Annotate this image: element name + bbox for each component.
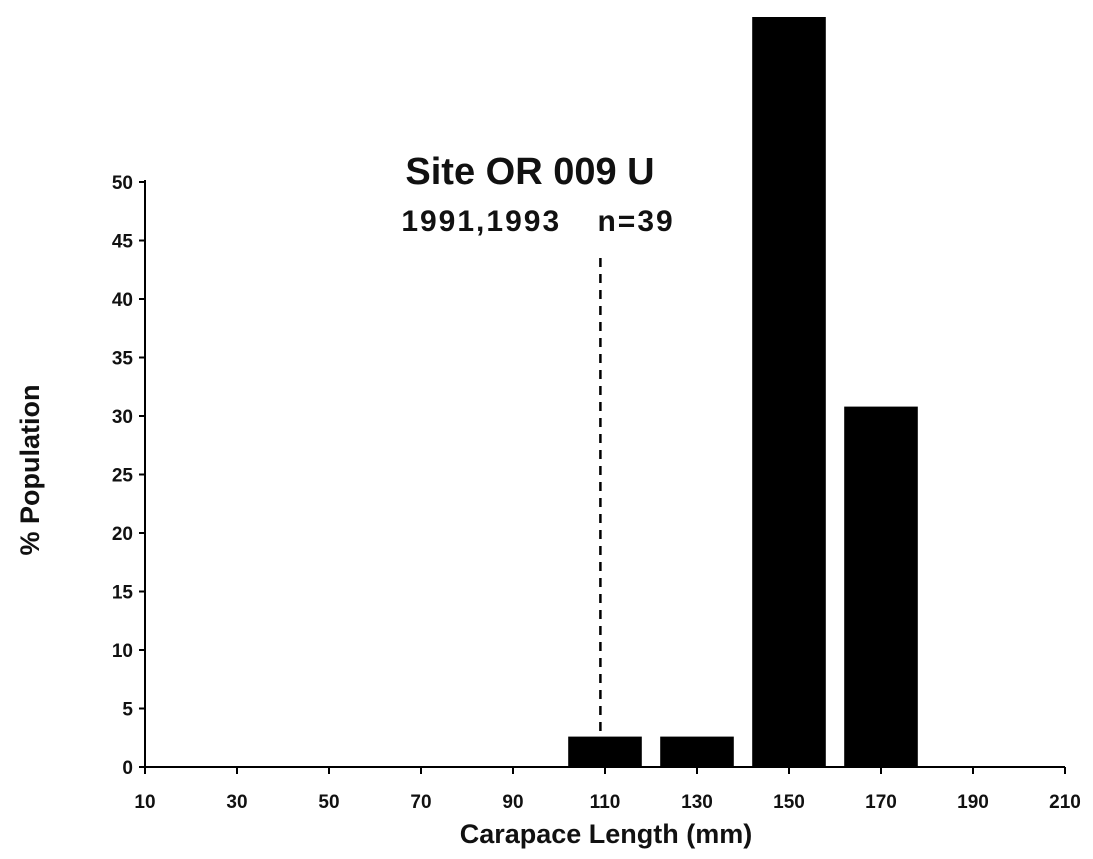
y-axis-title: % Population bbox=[15, 385, 45, 556]
subtitle-count: n=39 bbox=[597, 205, 674, 238]
x-tick-label-170: 170 bbox=[865, 792, 897, 813]
x-tick-label-190: 190 bbox=[957, 792, 989, 813]
x-tick-label-210: 210 bbox=[1049, 792, 1081, 813]
y-tick-label-20: 20 bbox=[112, 524, 133, 545]
y-tick-label-30: 30 bbox=[112, 407, 133, 428]
bars-layer bbox=[568, 17, 918, 767]
x-tick-label-110: 110 bbox=[590, 792, 621, 813]
y-tick-label-15: 15 bbox=[112, 583, 134, 604]
labels-layer: 0 5 10 15 20 25 30 35 40 45 50 10 30 50 70 90 110 130 150 1… bbox=[112, 173, 1081, 813]
chart-subtitle: 1991,1993 n=39 bbox=[401, 205, 674, 238]
axes-layer bbox=[139, 180, 1066, 774]
y-tick-label-0: 0 bbox=[122, 758, 133, 779]
bar-110 bbox=[568, 736, 642, 767]
x-tick-label-90: 90 bbox=[502, 792, 523, 813]
y-tick-label-35: 35 bbox=[112, 349, 134, 370]
y-tick-label-50: 50 bbox=[112, 173, 133, 194]
bar-170 bbox=[844, 406, 918, 767]
x-tick-label-130: 130 bbox=[681, 792, 713, 813]
bar-150 bbox=[752, 17, 826, 767]
x-axis-title: Carapace Length (mm) bbox=[460, 819, 753, 849]
y-tick-label-45: 45 bbox=[112, 232, 134, 253]
x-tick-label-50: 50 bbox=[318, 792, 339, 813]
bar-130 bbox=[660, 736, 734, 767]
chart-title: Site OR 009 U bbox=[405, 151, 654, 193]
y-tick-label-5: 5 bbox=[122, 700, 133, 721]
x-tick-label-30: 30 bbox=[226, 792, 247, 813]
subtitle-years: 1991,1993 bbox=[401, 205, 561, 238]
x-tick-label-70: 70 bbox=[410, 792, 431, 813]
x-tick-label-150: 150 bbox=[773, 792, 805, 813]
y-tick-label-10: 10 bbox=[112, 641, 133, 662]
y-tick-label-25: 25 bbox=[112, 466, 134, 487]
y-tick-label-40: 40 bbox=[112, 290, 133, 311]
x-tick-label-10: 10 bbox=[134, 792, 155, 813]
